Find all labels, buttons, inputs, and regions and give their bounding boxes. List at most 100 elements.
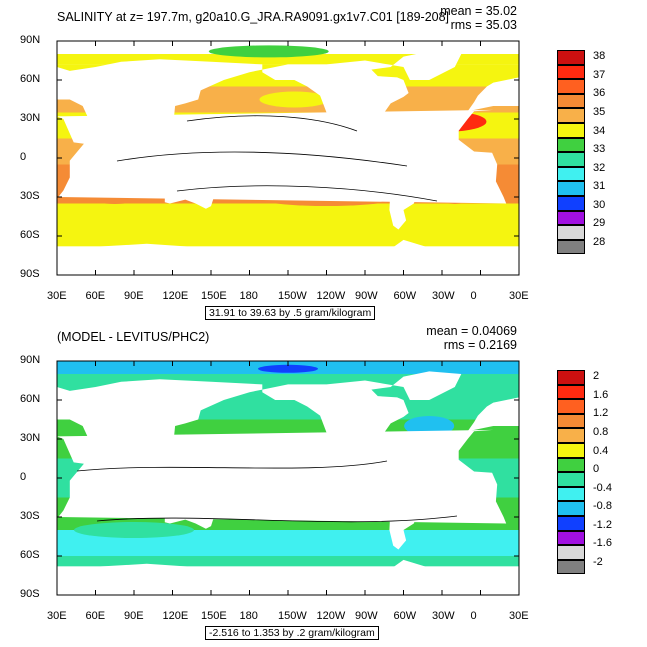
difference-xtick-label: 120W (316, 610, 346, 622)
salinity-xtick-label: 60W (393, 290, 417, 302)
salinity-xtick-label: 150E (201, 290, 227, 302)
salinity-rms: rms = 35.03 (450, 18, 517, 32)
salinity-land-eurasia (57, 59, 263, 157)
salinity-xtick-label: 120W (316, 290, 346, 302)
difference-ytick-label: 0 (20, 471, 27, 483)
difference-xtick-label: 180 (239, 610, 258, 622)
difference-map-svg (56, 360, 520, 596)
salinity-contour-info: 31.91 to 39.63 by .5 gram/kilogram (205, 306, 376, 320)
salinity-colorbar-swatch (557, 50, 585, 65)
difference-colorbar-swatch (557, 443, 585, 458)
difference-colorbar-swatch (557, 457, 585, 473)
salinity-land-australia (164, 172, 215, 209)
difference-colorbar-swatch (557, 501, 585, 516)
salinity-ytick-label: 60N (20, 73, 41, 85)
difference-xtick-label: 30W (432, 610, 455, 622)
difference-colorbar-label: -0.4 (593, 481, 612, 494)
salinity-colorbar-swatch (557, 210, 585, 226)
difference-colorbar-label: 1.2 (593, 407, 609, 420)
difference-xtick-label: 90W (355, 610, 378, 622)
difference-arctic-low (258, 364, 318, 373)
difference-mean: mean = 0.04069 (426, 324, 517, 338)
salinity-colorbar-swatch (557, 93, 585, 109)
salinity-colorbar-swatch (557, 79, 585, 94)
salinity-north-pacific-fresh (259, 91, 330, 108)
salinity-colorbar-label: 34 (593, 124, 606, 137)
difference-colorbar-label: 0.4 (593, 444, 609, 457)
salinity-panel: SALINITY at z= 197.7m, g20a10.G_JRA.RA90… (0, 0, 647, 320)
difference-map (56, 360, 520, 596)
difference-xtick-label: 150W (278, 610, 307, 622)
difference-colorbar-swatch (557, 370, 585, 385)
difference-xtick-label: 60W (393, 610, 417, 622)
salinity-xtick-label: 90E (124, 290, 144, 302)
salinity-colorbar-swatch (557, 108, 585, 123)
difference-colorbar-swatch (557, 559, 585, 575)
difference-colorbar-swatch (557, 413, 585, 429)
salinity-colorbar-swatch (557, 239, 585, 255)
difference-contour-1 (76, 460, 388, 472)
difference-title: (MODEL - LEVITUS/PHC2) (57, 330, 210, 344)
salinity-colorbar-label: 32 (593, 161, 606, 174)
salinity-colorbar-label: 33 (593, 143, 606, 156)
salinity-ytick-label: 0 (20, 151, 27, 163)
salinity-land-antarctica (57, 239, 519, 275)
difference-xtick-label: 30E (509, 610, 529, 622)
salinity-xtick-label: 60E (85, 290, 106, 302)
difference-band-6 (57, 556, 519, 567)
difference-land-australia (164, 492, 215, 529)
difference-ytick-label: 60N (20, 393, 41, 405)
difference-panel: (MODEL - LEVITUS/PHC2) mean = 0.04069 rm… (0, 320, 647, 640)
salinity-colorbar-swatch (557, 225, 585, 240)
salinity-land-namerica (262, 51, 462, 147)
difference-contour-info: -2.516 to 1.353 by .2 gram/kilogram (205, 626, 379, 640)
salinity-colorbar-swatch (557, 152, 585, 167)
difference-colorbar-label: 0.8 (593, 425, 609, 438)
difference-contour-2 (96, 515, 458, 523)
salinity-ytick-label: 60S (20, 229, 40, 241)
salinity-colorbar-swatch (557, 137, 585, 153)
salinity-map (56, 40, 520, 276)
difference-colorbar-label: 2 (593, 370, 600, 383)
salinity-colorbar-swatch (557, 196, 585, 211)
salinity-ytick-label: 90N (20, 34, 41, 46)
salinity-colorbar-swatch (557, 181, 585, 196)
difference-colorbar-swatch (557, 530, 585, 546)
difference-land-antarctica (57, 559, 519, 595)
difference-colorbar-label: -2 (593, 556, 603, 569)
salinity-ytick-label: 30N (20, 112, 41, 124)
difference-ytick-label: 90S (20, 588, 40, 600)
salinity-colorbar-label: 36 (593, 87, 606, 100)
salinity-colorbar-label: 30 (593, 198, 606, 211)
salinity-ytick-label: 90S (20, 268, 40, 280)
salinity-contour-1 (116, 151, 408, 167)
salinity-xtick-label: 0 (470, 290, 477, 302)
salinity-title: SALINITY at z= 197.7m, g20a10.G_JRA.RA90… (57, 10, 450, 24)
difference-ytick-label: 90N (20, 354, 41, 366)
salinity-xtick-label: 150W (278, 290, 307, 302)
salinity-colorbar-swatch (557, 123, 585, 138)
difference-colorbar-label: -1.2 (593, 518, 612, 531)
salinity-band-7 (57, 203, 519, 230)
difference-colorbar-swatch (557, 384, 585, 400)
salinity-colorbar-label: 29 (593, 217, 606, 230)
salinity-band-1 (57, 54, 519, 65)
difference-xtick-label: 90E (124, 610, 144, 622)
salinity-land-europe (467, 77, 519, 112)
difference-colorbar-swatch (557, 399, 585, 414)
difference-southern-indian (74, 522, 194, 538)
difference-colorbar-label: -0.8 (593, 500, 612, 513)
difference-land-samerica (376, 462, 442, 550)
salinity-xtick-label: 30E (47, 290, 67, 302)
difference-ytick-label: 60S (20, 549, 40, 561)
difference-xtick-label: 150E (201, 610, 227, 622)
difference-land-namerica (262, 371, 462, 467)
salinity-xtick-label: 30E (509, 290, 529, 302)
salinity-contour-2 (176, 185, 438, 202)
difference-colorbar-swatch (557, 486, 585, 502)
difference-colorbar-label: -1.6 (593, 537, 612, 550)
salinity-colorbar-label: 37 (593, 68, 606, 81)
difference-ytick-label: 30S (20, 510, 40, 522)
difference-xtick-label: 60E (85, 610, 106, 622)
difference-rms: rms = 0.2169 (443, 338, 517, 352)
